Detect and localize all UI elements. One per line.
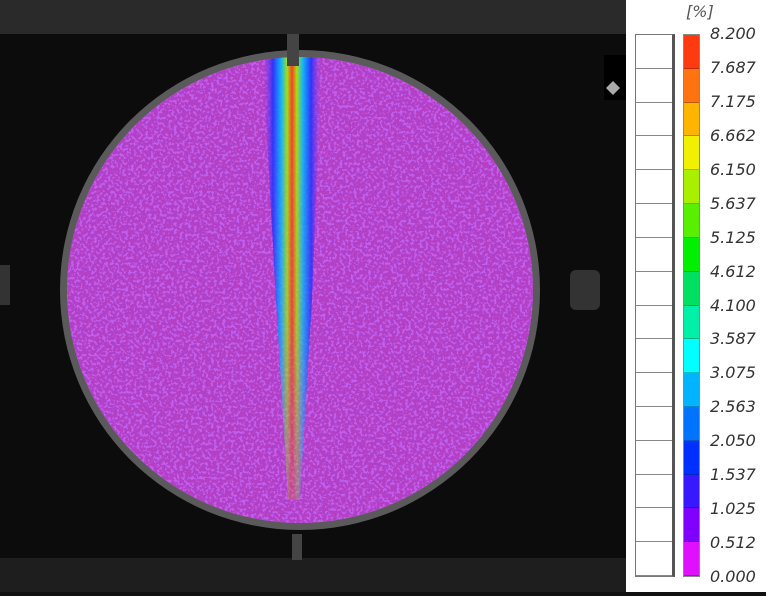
strain-map	[0, 0, 626, 592]
histogram-bin	[636, 508, 672, 543]
histogram-bin	[636, 542, 672, 576]
fixture-top	[0, 0, 626, 34]
load-pin-bottom	[292, 534, 302, 560]
specimen-surface	[67, 57, 533, 523]
histogram-bin	[636, 35, 672, 69]
colorbar-swatch	[684, 474, 699, 509]
colorbar-tick-label: 6.662	[710, 125, 756, 145]
histogram-bin	[636, 407, 672, 441]
colorbar	[683, 34, 700, 577]
colorbar-swatch	[684, 406, 699, 441]
colorbar-tick-label: 0.000	[710, 567, 756, 586]
colorbar-tick-label: 2.050	[710, 431, 756, 451]
histogram-bin	[636, 170, 672, 205]
histogram-bin	[636, 441, 672, 475]
fixture-right	[604, 55, 626, 100]
colorbar-swatch	[684, 102, 699, 137]
colorbar-tick-label: 3.075	[710, 363, 756, 383]
colorbar-swatch	[684, 542, 699, 576]
colorbar-tick-label: 6.150	[710, 159, 756, 179]
colorbar-swatch	[684, 237, 699, 272]
marker-diamond-icon	[606, 81, 620, 95]
histogram-bin	[636, 238, 672, 272]
strain-map-viewport[interactable]	[0, 0, 626, 592]
colorbar-swatch	[684, 136, 699, 171]
legend-unit: [%]	[686, 2, 714, 21]
colorbar-swatch	[684, 170, 699, 205]
histogram-bin	[636, 373, 672, 407]
colorbar-tick-label: 4.100	[710, 295, 756, 315]
histogram-bin	[636, 306, 672, 340]
histogram-bin	[636, 204, 672, 238]
colorbar-tick-label: 3.587	[710, 329, 756, 349]
strain-band	[262, 57, 322, 500]
colorbar-swatch	[684, 339, 699, 374]
colorbar-tick-label: 8.200	[710, 24, 756, 43]
colorbar-tick-label: 1.025	[710, 499, 756, 519]
fixture-right-clamp	[570, 270, 600, 310]
colorbar-swatch	[684, 35, 699, 69]
fixture-left-clamp	[0, 265, 10, 305]
colorbar-tick-label: 4.612	[710, 261, 756, 281]
colorbar-swatch	[684, 305, 699, 340]
histogram-bin	[636, 69, 672, 103]
histogram-bin	[636, 103, 672, 137]
colorbar-swatch	[684, 508, 699, 543]
colorbar-swatch	[684, 440, 699, 475]
histogram-bin	[636, 136, 672, 171]
colorbar-swatch	[684, 373, 699, 407]
load-pin-top	[287, 34, 299, 66]
colorbar-swatch	[684, 271, 699, 306]
colorbar-swatch	[684, 204, 699, 238]
color-legend: [%] 8.200 7.687 7.175 6.662 6.150 5.637 5.125 4…	[626, 0, 766, 592]
colorbar-tick-label: 7.687	[710, 57, 756, 77]
colorbar-tick-label: 2.563	[710, 397, 756, 417]
histogram-bin	[636, 475, 672, 509]
histogram-bin	[636, 272, 672, 306]
colorbar-tick-label: 0.512	[710, 533, 756, 553]
colorbar-tick-label: 7.175	[710, 91, 756, 111]
histogram-bin	[636, 339, 672, 374]
fixture-bottom	[0, 558, 626, 592]
colorbar-tick-label: 1.537	[710, 465, 756, 485]
histogram	[635, 34, 675, 577]
colorbar-tick-label: 5.637	[710, 193, 756, 213]
colorbar-swatch	[684, 68, 699, 103]
colorbar-tick-label: 5.125	[710, 227, 756, 247]
